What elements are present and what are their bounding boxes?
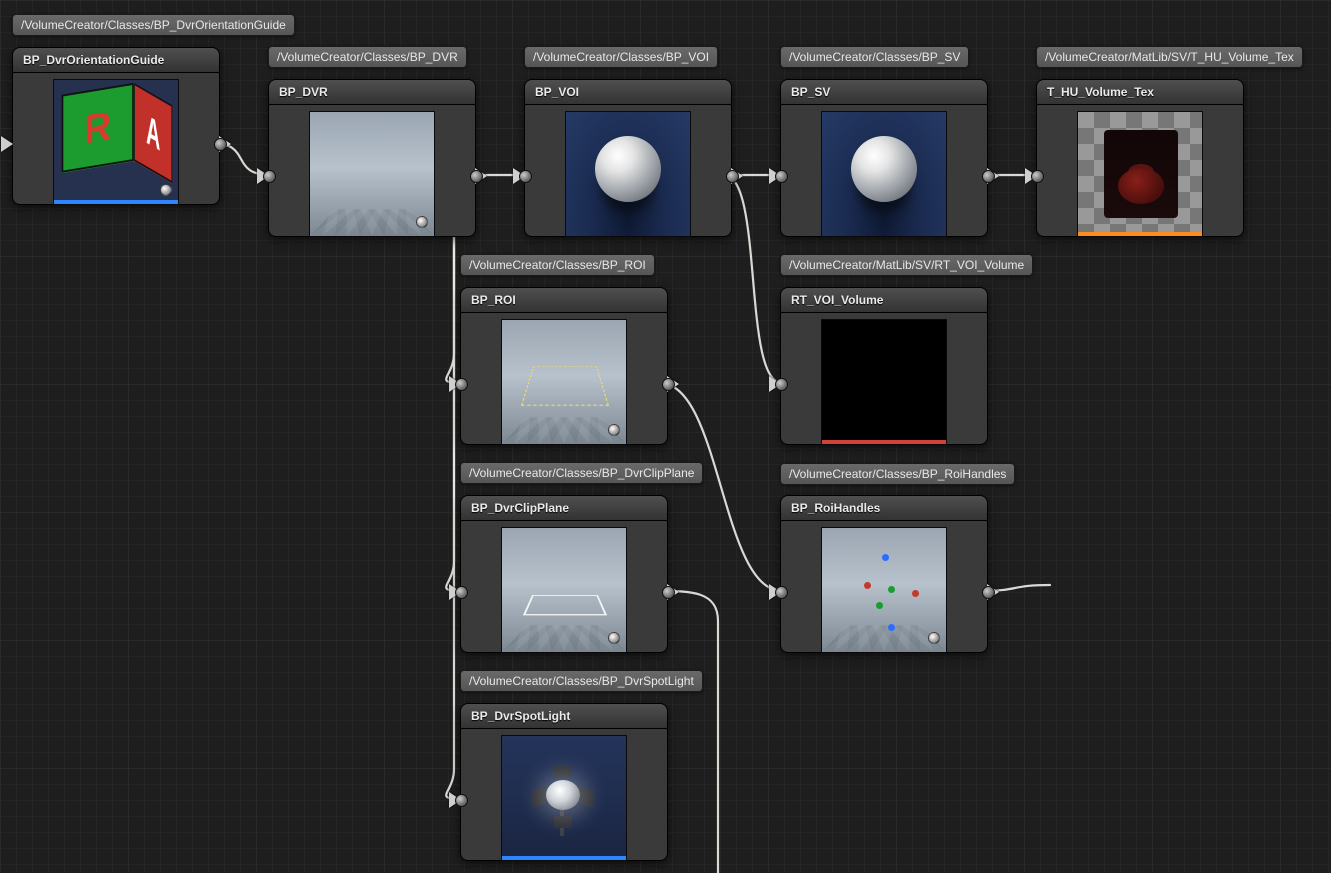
asset-path-label: /VolumeCreator/Classes/BP_VOI (524, 46, 718, 68)
node-title: BP_DvrSpotLight (461, 704, 667, 729)
data-pin-out[interactable] (726, 170, 739, 183)
graph-node-handles[interactable]: BP_RoiHandles (780, 495, 988, 653)
data-pin-in[interactable] (455, 378, 468, 391)
data-pin-in[interactable] (775, 170, 788, 183)
node-thumbnail (565, 111, 691, 237)
graph-node-roi[interactable]: BP_ROI (460, 287, 668, 445)
data-pin-out[interactable] (662, 378, 675, 391)
data-pin-out[interactable] (470, 170, 483, 183)
node-body (461, 729, 667, 867)
node-thumbnail (821, 527, 947, 653)
asset-path-label: /VolumeCreator/Classes/BP_DvrSpotLight (460, 670, 703, 692)
node-body (781, 521, 987, 659)
asset-path-label: /VolumeCreator/MatLib/SV/T_HU_Volume_Tex (1036, 46, 1303, 68)
data-pin-out[interactable] (982, 586, 995, 599)
asset-path-label: /VolumeCreator/Classes/BP_RoiHandles (780, 463, 1015, 485)
node-thumbnail (309, 111, 435, 237)
data-pin-out[interactable] (982, 170, 995, 183)
node-title: RT_VOI_Volume (781, 288, 987, 313)
node-body: RAS (13, 73, 219, 211)
node-thumbnail (821, 111, 947, 237)
node-thumbnail (501, 735, 627, 861)
asset-path-label: /VolumeCreator/Classes/BP_DVR (268, 46, 467, 68)
node-body (461, 521, 667, 659)
graph-node-tex[interactable]: T_HU_Volume_Tex (1036, 79, 1244, 237)
data-pin-in[interactable] (455, 586, 468, 599)
asset-path-label: /VolumeCreator/Classes/BP_DvrClipPlane (460, 462, 703, 484)
node-title: BP_RoiHandles (781, 496, 987, 521)
node-title: BP_DVR (269, 80, 475, 105)
node-body (461, 313, 667, 451)
data-pin-in[interactable] (775, 586, 788, 599)
node-body (269, 105, 475, 243)
node-body (781, 105, 987, 243)
node-body (1037, 105, 1243, 243)
asset-path-label: /VolumeCreator/Classes/BP_ROI (460, 254, 655, 276)
data-pin-in[interactable] (455, 794, 468, 807)
node-thumbnail (501, 319, 627, 445)
asset-path-label: /VolumeCreator/Classes/BP_DvrOrientation… (12, 14, 295, 36)
node-title: BP_VOI (525, 80, 731, 105)
graph-node-voi[interactable]: BP_VOI (524, 79, 732, 237)
node-body (781, 313, 987, 451)
data-pin-in[interactable] (263, 170, 276, 183)
data-pin-in[interactable] (1031, 170, 1044, 183)
graph-node-orient[interactable]: BP_DvrOrientationGuide RAS (12, 47, 220, 205)
data-pin-in[interactable] (775, 378, 788, 391)
graph-node-dvr[interactable]: BP_DVR (268, 79, 476, 237)
data-pin-in[interactable] (519, 170, 532, 183)
graph-node-spot[interactable]: BP_DvrSpotLight (460, 703, 668, 861)
node-body (525, 105, 731, 243)
node-thumbnail (501, 527, 627, 653)
node-title: BP_SV (781, 80, 987, 105)
graph-node-rtvoi[interactable]: RT_VOI_Volume (780, 287, 988, 445)
node-title: BP_DvrClipPlane (461, 496, 667, 521)
node-title: BP_ROI (461, 288, 667, 313)
graph-node-sv[interactable]: BP_SV (780, 79, 988, 237)
node-title: T_HU_Volume_Tex (1037, 80, 1243, 105)
node-thumbnail (1077, 111, 1203, 237)
asset-path-label: /VolumeCreator/MatLib/SV/RT_VOI_Volume (780, 254, 1033, 276)
asset-path-label: /VolumeCreator/Classes/BP_SV (780, 46, 969, 68)
data-pin-out[interactable] (214, 138, 227, 151)
node-thumbnail (821, 319, 947, 445)
node-title: BP_DvrOrientationGuide (13, 48, 219, 73)
graph-node-clip[interactable]: BP_DvrClipPlane (460, 495, 668, 653)
exec-pin-in[interactable] (1, 136, 13, 152)
data-pin-out[interactable] (662, 586, 675, 599)
node-thumbnail: RAS (53, 79, 179, 205)
